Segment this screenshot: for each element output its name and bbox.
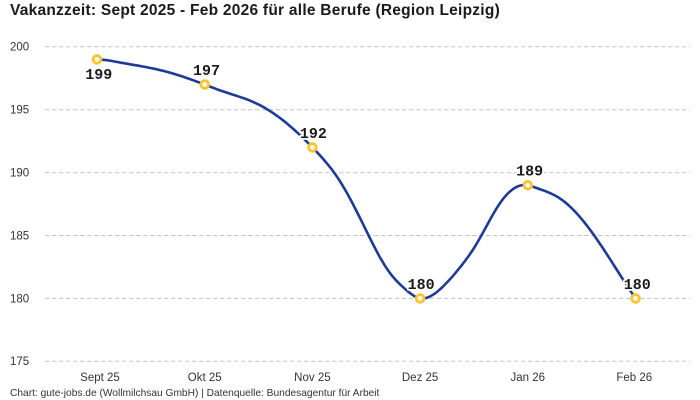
svg-text:185: 185 [10,230,29,242]
svg-text:180: 180 [408,277,435,294]
svg-text:180: 180 [10,293,29,305]
svg-text:Sept 25: Sept 25 [80,372,120,384]
svg-text:175: 175 [10,356,29,368]
svg-text:189: 189 [516,164,543,181]
svg-text:Feb 26: Feb 26 [616,372,652,384]
svg-text:Chart: gute-jobs.de (Wollmilch: Chart: gute-jobs.de (Wollmilchsau GmbH) … [10,388,380,399]
svg-text:Vakanzzeit: Sept 2025 - Feb 20: Vakanzzeit: Sept 2025 - Feb 2026 für all… [10,2,500,19]
svg-text:180: 180 [624,277,651,294]
svg-text:Dez 25: Dez 25 [402,372,438,384]
svg-text:200: 200 [10,42,29,54]
svg-text:195: 195 [10,105,29,117]
svg-text:190: 190 [10,168,29,180]
svg-text:Nov 25: Nov 25 [294,372,330,384]
svg-text:199: 199 [85,67,112,84]
svg-text:192: 192 [300,126,327,143]
svg-text:197: 197 [193,63,220,80]
svg-text:Jan 26: Jan 26 [511,372,546,384]
svg-text:Okt 25: Okt 25 [188,372,222,384]
